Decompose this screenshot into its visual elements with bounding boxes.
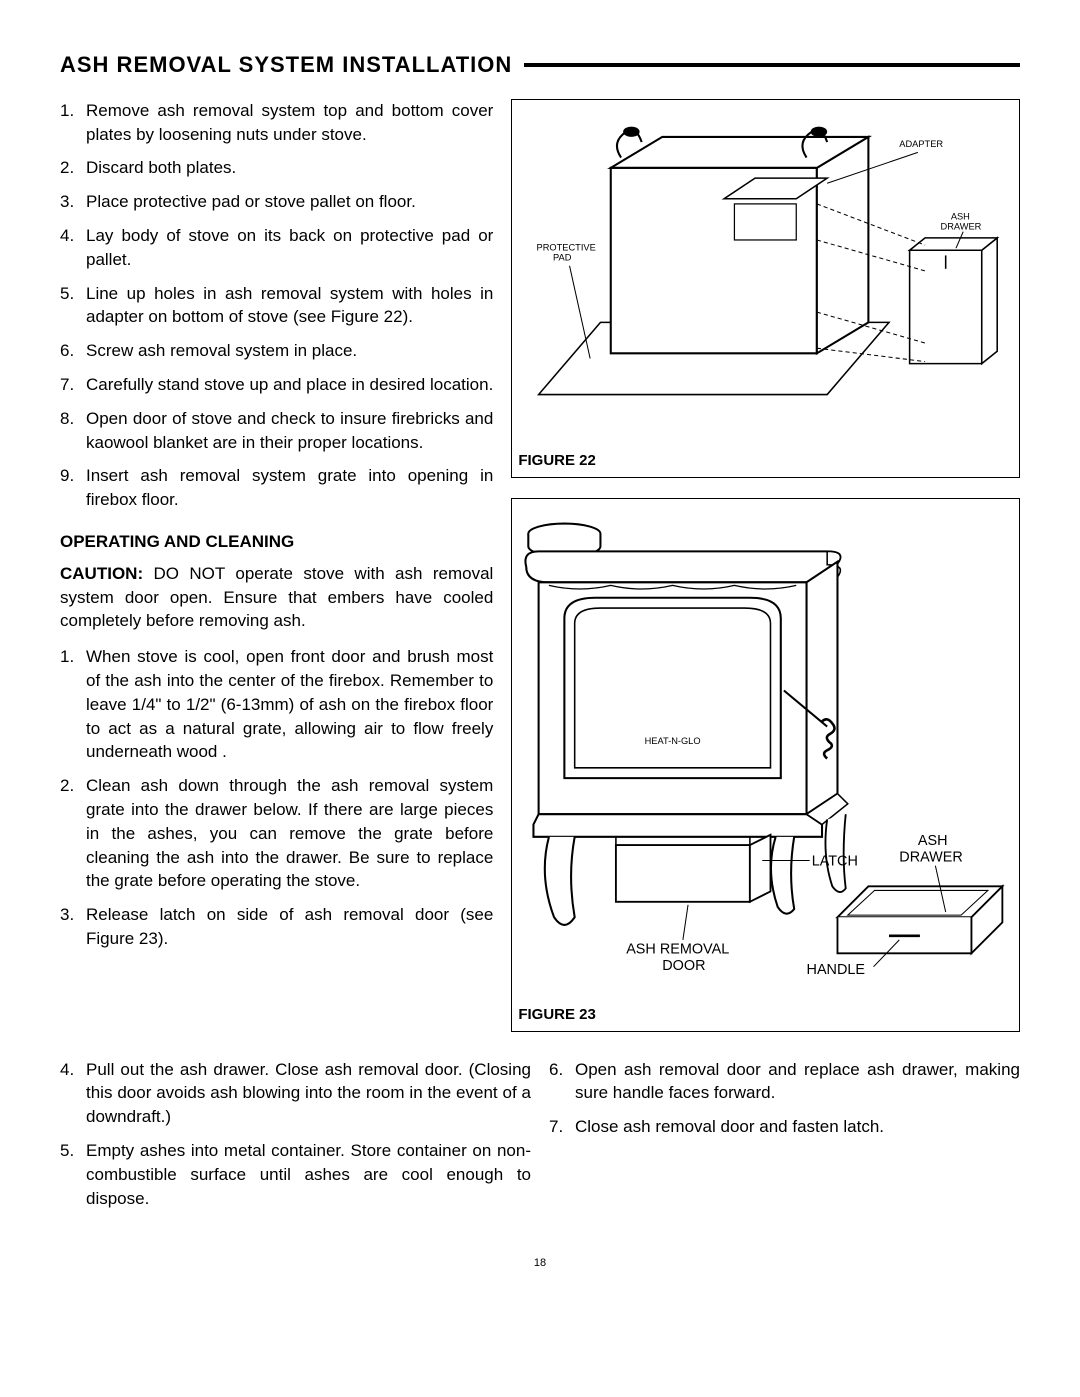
- label-ash-1: ASH: [951, 211, 970, 221]
- list-item: Close ash removal door and fasten latch.: [549, 1115, 1020, 1139]
- label-adapter: ADAPTER: [900, 139, 944, 149]
- list-item: Clean ash down through the ash removal s…: [60, 774, 493, 893]
- label-ash-drawer-2: DRAWER: [900, 849, 964, 865]
- list-item: Place protective pad or stove pallet on …: [60, 190, 493, 214]
- list-item: Lay body of stove on its back on protect…: [60, 224, 493, 272]
- bottom-left-column: Pull out the ash drawer. Close ash remov…: [60, 1058, 531, 1229]
- title-rule: [524, 63, 1020, 67]
- label-ash-drawer-1: ASH: [918, 833, 948, 849]
- two-column-layout: Remove ash removal system top and bottom…: [60, 99, 1020, 1052]
- list-item: Discard both plates.: [60, 156, 493, 180]
- page-number: 18: [60, 1256, 1020, 1271]
- stove-logo: HEAT-N-GLO: [645, 736, 701, 746]
- list-item: Insert ash removal system grate into ope…: [60, 464, 493, 512]
- list-item: Screw ash removal system in place.: [60, 339, 493, 363]
- figure-23-caption: FIGURE 23: [518, 1004, 1013, 1025]
- list-item: Empty ashes into metal container. Store …: [60, 1139, 531, 1210]
- left-column: Remove ash removal system top and bottom…: [60, 99, 493, 1052]
- section-title-row: ASH REMOVAL SYSTEM INSTALLATION: [60, 50, 1020, 81]
- list-item: Carefully stand stove up and place in de…: [60, 373, 493, 397]
- list-item: Remove ash removal system top and bottom…: [60, 99, 493, 147]
- section-title: ASH REMOVAL SYSTEM INSTALLATION: [60, 50, 512, 81]
- label-protective-pad-2: PAD: [553, 252, 572, 262]
- figure-22-diagram: ADAPTER PROTECTIVE PAD ASH DRAWER: [518, 106, 1013, 446]
- bottom-right-column: Open ash removal door and replace ash dr…: [549, 1058, 1020, 1229]
- figure-23: HEAT-N-GLO: [511, 498, 1020, 1032]
- list-item: Release latch on side of ash removal doo…: [60, 903, 493, 951]
- caution-paragraph: CAUTION: DO NOT operate stove with ash r…: [60, 562, 493, 633]
- label-ash-removal-door-1: ASH REMOVAL: [627, 941, 730, 957]
- right-column: ADAPTER PROTECTIVE PAD ASH DRAWER FIGURE…: [511, 99, 1020, 1052]
- operating-steps-continued-right: Open ash removal door and replace ash dr…: [549, 1058, 1020, 1139]
- figure-23-diagram: HEAT-N-GLO: [518, 505, 1013, 1000]
- label-handle: HANDLE: [807, 962, 865, 978]
- operating-steps-first: When stove is cool, open front door and …: [60, 645, 493, 951]
- figure-22-caption: FIGURE 22: [518, 450, 1013, 471]
- list-item: When stove is cool, open front door and …: [60, 645, 493, 764]
- figure-22: ADAPTER PROTECTIVE PAD ASH DRAWER FIGURE…: [511, 99, 1020, 478]
- list-item: Open ash removal door and replace ash dr…: [549, 1058, 1020, 1106]
- label-protective-pad-1: PROTECTIVE: [537, 242, 596, 252]
- label-ash-removal-door-2: DOOR: [663, 958, 706, 974]
- installation-steps: Remove ash removal system top and bottom…: [60, 99, 493, 512]
- operating-steps-continued-left: Pull out the ash drawer. Close ash remov…: [60, 1058, 531, 1211]
- label-latch: LATCH: [812, 854, 858, 870]
- operating-heading: OPERATING AND CLEANING: [60, 530, 493, 554]
- caution-label: CAUTION:: [60, 564, 143, 583]
- list-item: Line up holes in ash removal system with…: [60, 282, 493, 330]
- label-ash-2: DRAWER: [941, 221, 982, 231]
- list-item: Open door of stove and check to insure f…: [60, 407, 493, 455]
- bottom-columns: Pull out the ash drawer. Close ash remov…: [60, 1058, 1020, 1229]
- list-item: Pull out the ash drawer. Close ash remov…: [60, 1058, 531, 1129]
